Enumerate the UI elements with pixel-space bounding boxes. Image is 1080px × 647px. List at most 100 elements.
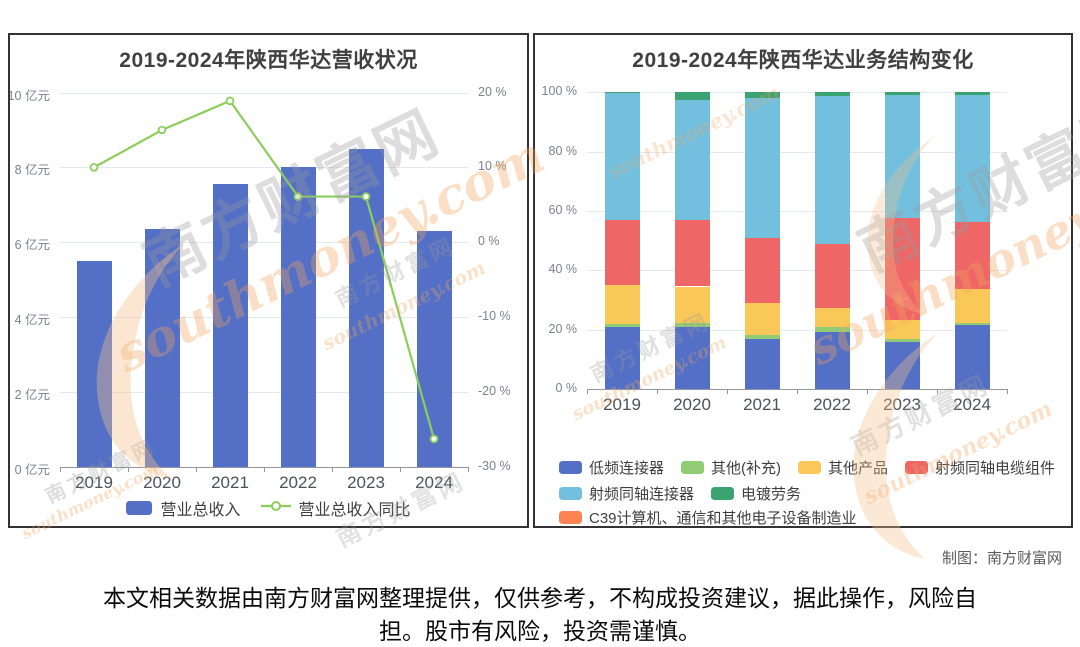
left-axis-label: 0 亿元 [14,462,50,477]
stack-segment-2023 [884,92,920,95]
x-label: 2020 [673,395,711,414]
y-axis-label: 20 % [548,321,578,336]
legend-swatch [559,461,582,474]
x-label: 2022 [279,473,317,492]
stack-segment-2019 [604,93,640,220]
stack-segment-2021 [744,302,780,336]
stack-segment-2020 [674,286,710,323]
y-axis-label: 100 % [541,84,577,99]
revenue-bar-2022 [280,167,316,467]
legend-swatch [711,487,735,500]
stack-segment-2022 [814,95,850,244]
stack-segment-2020 [674,92,710,100]
right-axis-label: -30 % [478,458,511,473]
stack-segment-2021 [744,92,780,99]
stack-segment-2019 [604,327,640,389]
legend-label: 其他(补充) [711,460,782,477]
gridline [60,242,468,244]
legend-item: C39计算机、通信和其他电子设备制造业 [559,507,857,527]
x-axis-tick [937,388,938,394]
right-axis-label: 10 % [478,159,507,174]
structure-chart-title: 2019-2024年陕西华达业务结构变化 [632,49,974,72]
x-axis-tick [867,388,868,394]
x-axis-tick [60,466,61,472]
right-axis-label: -20 % [478,383,511,398]
stack-segment-2019 [604,219,640,285]
legend-swatch-bar [126,501,153,515]
legend-swatch [905,461,929,474]
stack-segment-2023 [884,339,920,342]
gridline [60,167,468,169]
legend-label: 射频同轴连接器 [589,486,695,503]
stack-segment-2024 [954,92,990,96]
line-marker [89,163,99,172]
legend-row: 射频同轴连接器 电镀劳务 [559,483,801,504]
legend-item: 其他产品 [798,457,888,478]
revenue-bar-2023 [348,148,384,467]
legend-swatch [559,511,582,524]
yoy-trend-line [89,96,439,444]
legend-label: 电镀劳务 [741,486,802,503]
legend-label: C39计算机、通信和其他电子设备制造业 [589,510,857,527]
revenue-bar-2024 [416,230,452,467]
gridline [587,329,1007,331]
structure-chart-panel: 2019-2024年陕西华达业务结构变化 100 % 80 % 60 % 40 % 20… [533,33,1073,528]
gridline [587,92,1007,94]
x-axis-tick [1007,388,1008,394]
revenue-chart-title: 2019-2024年陕西华达营收状况 [119,49,418,72]
x-label: 2020 [143,473,181,492]
legend-item: 射频同轴电缆组件 [905,457,1055,478]
right-axis-label: 20 % [478,84,507,99]
right-axis-label: 0 % [478,234,500,249]
line-marker [225,96,235,106]
legend-label: 射频同轴电缆组件 [935,460,1056,477]
left-axis-label: 6 亿元 [14,238,50,253]
legend-swatch [559,487,582,500]
y-axis-label: 40 % [548,262,578,277]
stack-segment-2020 [674,219,710,287]
stack-segment-2020 [674,327,710,389]
legend-item-revenue: 营业总收入 [126,496,241,520]
gridline [60,317,468,318]
stack-segment-2024 [954,222,990,289]
line-marker [429,434,439,444]
legend-item-yoy: 营业总收入同比 [260,496,411,520]
legend-row: 营业总收入 营业总收入同比 [10,496,527,520]
chart-credit: 制图：南方财富网 [941,550,1062,567]
stack-segment-2022 [814,331,850,389]
stack-segment-2023 [884,94,920,218]
left-axis-label: 2 亿元 [14,387,50,402]
stack-segment-2022 [814,307,850,328]
x-label: 2019 [75,473,113,492]
x-label: 2024 [415,473,453,492]
x-axis-tick [196,466,197,472]
stack-segment-2023 [884,341,920,389]
stack-segment-2024 [954,322,990,326]
y-axis-label: 0 % [555,380,577,395]
legend-item: 低频连接器 [559,457,664,478]
line-marker [293,192,303,201]
legend-label: 营业总收入同比 [298,502,411,519]
stack-segment-2019 [604,92,640,94]
left-axis-label: 8 亿元 [14,163,50,178]
x-axis-tick [727,388,728,394]
x-axis-tick [128,466,129,472]
legend-item: 其他(补充) [681,457,781,478]
x-axis-tick [797,388,798,394]
x-label: 2022 [813,395,851,414]
disclaimer-text: 本文相关数据由南方财富网整理提供，仅供参考，不构成投资建议，据此操作，风险自担。… [103,585,977,644]
stack-segment-2023 [884,218,920,321]
legend-item: 射频同轴连接器 [559,483,694,504]
legend-line-icon [260,499,291,518]
stack-segment-2021 [744,335,780,339]
x-axis-tick [332,466,333,472]
stack-segment-2021 [744,238,780,303]
legend-row: C39计算机、通信和其他电子设备制造业 [559,507,857,527]
stack-segment-2021 [744,98,780,239]
stack-segment-2022 [814,243,850,308]
stack-segment-2019 [604,285,640,325]
y-axis-label: 60 % [548,202,578,217]
revenue-bar-2019 [76,260,112,467]
x-label: 2023 [347,473,385,492]
